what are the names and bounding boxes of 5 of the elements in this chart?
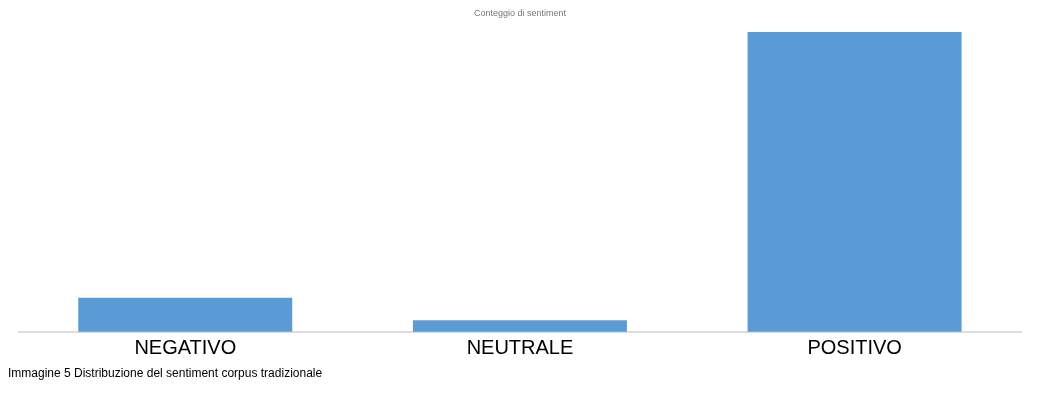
x-tick-label: NEGATIVO [134,336,237,359]
x-tick-label: POSITIVO [807,336,902,359]
text: Immagine 5 Distribuzione del sentiment corpus tradizionale [8,366,324,380]
x-tick-label: NEUTRALE [466,336,574,359]
chart-title: Conteggio di sentiment [472,8,568,20]
